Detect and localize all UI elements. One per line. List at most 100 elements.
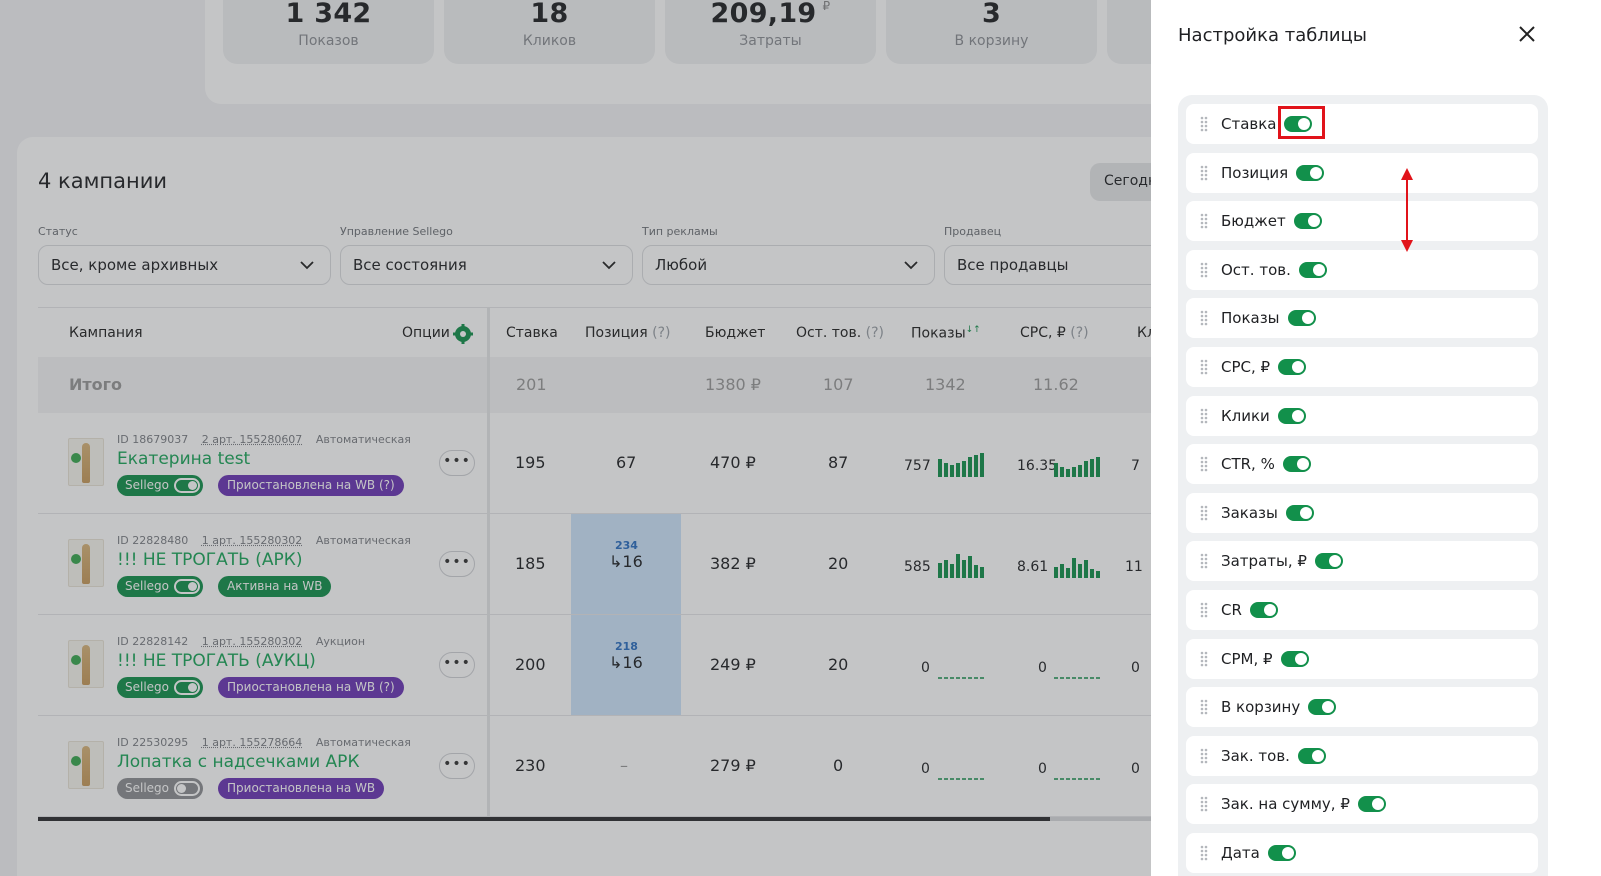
column-visibility-toggle[interactable] (1280, 650, 1309, 667)
table-row[interactable]: ID 22828142 1 арт. 155280302 Аукцион !!!… (38, 615, 1268, 716)
column-visibility-toggle[interactable] (1314, 553, 1343, 570)
drag-handle-icon[interactable] (1200, 116, 1208, 132)
table-row[interactable]: ID 18679037 2 арт. 155280607 Автоматичес… (38, 413, 1268, 514)
toggle-switch-icon (174, 478, 201, 493)
filter-status-select[interactable]: Все, кроме архивных (38, 245, 331, 285)
table-row[interactable]: ID 22828480 1 арт. 155280302 Автоматичес… (38, 514, 1268, 615)
bid-value[interactable]: 230 (515, 756, 546, 775)
drag-handle-icon[interactable] (1200, 748, 1208, 764)
campaign-name-link[interactable]: !!! НЕ ТРОГАТЬ (АРК) (117, 550, 303, 570)
drag-handle-icon[interactable] (1200, 699, 1208, 715)
more-options-button[interactable]: ••• (439, 551, 475, 577)
col-shows[interactable]: Показы↓↑ (911, 325, 981, 342)
column-visibility-toggle[interactable] (1278, 359, 1307, 375)
column-setting-item[interactable]: Заказы (1186, 492, 1538, 533)
column-visibility-toggle[interactable] (1285, 504, 1314, 521)
bid-value[interactable]: 195 (515, 453, 546, 472)
modal-overlay[interactable] (0, 0, 1151, 876)
more-options-button[interactable]: ••• (439, 652, 475, 678)
table-row[interactable]: ID 22530295 1 арт. 155278664 Автоматичес… (38, 716, 1268, 817)
column-setting-item[interactable]: Дата (1186, 833, 1538, 873)
campaign-name-link[interactable]: !!! НЕ ТРОГАТЬ (АУКЦ) (117, 651, 316, 671)
column-setting-item[interactable]: Ставка (1186, 104, 1538, 144)
column-visibility-toggle[interactable] (1277, 407, 1306, 424)
drag-handle-icon[interactable] (1200, 262, 1208, 278)
sellego-toggle[interactable]: Sellego (117, 576, 204, 597)
more-options-button[interactable]: ••• (439, 450, 475, 476)
column-setting-item[interactable]: Клики (1186, 395, 1538, 436)
column-visibility-toggle[interactable] (1267, 845, 1296, 861)
sellego-toggle[interactable]: Sellego (117, 778, 204, 799)
column-setting-item[interactable]: Показы (1186, 298, 1538, 339)
bid-value[interactable]: 185 (515, 554, 546, 573)
sparkline-bar (968, 556, 972, 578)
position-value: – (620, 756, 628, 775)
column-setting-item[interactable]: Позиция (1186, 152, 1538, 193)
drag-handle-icon[interactable] (1200, 165, 1208, 181)
column-setting-item[interactable]: CR (1186, 590, 1538, 630)
close-icon[interactable] (1515, 22, 1539, 46)
campaign-meta: ID 18679037 2 арт. 155280607 Автоматичес… (117, 433, 411, 446)
drag-handle-icon[interactable] (1200, 505, 1208, 521)
col-stock[interactable]: Ост. тов. (?) (796, 325, 885, 341)
drag-handle-icon[interactable] (1200, 310, 1208, 326)
gear-icon[interactable] (453, 324, 473, 344)
scrollbar-thumb[interactable] (38, 817, 1050, 821)
col-budget[interactable]: Бюджет (705, 325, 766, 341)
column-visibility-toggle[interactable] (1308, 699, 1337, 716)
column-setting-item[interactable]: Бюджет (1186, 201, 1538, 242)
column-visibility-toggle[interactable] (1287, 310, 1316, 327)
bid-value[interactable]: 200 (515, 655, 546, 674)
drag-handle-icon[interactable] (1200, 602, 1208, 618)
column-visibility-toggle[interactable] (1298, 261, 1327, 278)
sparkline-bar (1060, 467, 1064, 477)
drag-handle-icon[interactable] (1200, 408, 1208, 424)
column-setting-item[interactable]: В корзину (1186, 687, 1538, 728)
drag-handle-icon[interactable] (1200, 796, 1208, 812)
toggle-switch-icon (174, 680, 201, 695)
column-visibility-toggle[interactable] (1293, 213, 1322, 230)
filter-sellego-select[interactable]: Все состояния (340, 245, 633, 285)
horizontal-scrollbar[interactable] (38, 817, 1268, 821)
campaign-articles-link[interactable]: 2 арт. 155280607 (201, 433, 303, 446)
column-setting-label: Заказы (1221, 503, 1278, 522)
column-setting-item[interactable]: Затраты, ₽ (1186, 541, 1538, 582)
drag-handle-icon[interactable] (1200, 553, 1208, 569)
column-visibility-toggle[interactable] (1282, 456, 1311, 473)
campaign-id: ID 22828480 (117, 534, 189, 547)
sellego-toggle-label: Sellego (125, 478, 170, 492)
campaign-name-link[interactable]: Екатерина test (117, 449, 251, 469)
col-bid[interactable]: Ставка (506, 325, 558, 341)
sellego-toggle[interactable]: Sellego (117, 677, 204, 698)
campaign-name-link[interactable]: Лопатка с надсечками АРК (117, 752, 360, 772)
campaign-articles-link[interactable]: 1 арт. 155278664 (201, 736, 303, 749)
column-setting-item[interactable]: CTR, % (1186, 444, 1538, 485)
column-setting-label: Показы (1221, 309, 1280, 328)
column-setting-item[interactable]: Ост. тов. (1186, 249, 1538, 290)
column-setting-item[interactable]: Зак. тов. (1186, 735, 1538, 776)
column-setting-item[interactable]: CPC, ₽ (1186, 347, 1538, 387)
drag-handle-icon[interactable] (1200, 359, 1208, 375)
drag-handle-icon[interactable] (1200, 213, 1208, 229)
campaign-articles-link[interactable]: 1 арт. 155280302 (201, 635, 303, 648)
campaign-articles-link[interactable]: 1 арт. 155280302 (201, 534, 303, 547)
totals-cpc: 11.62 (1033, 375, 1079, 394)
column-visibility-toggle[interactable] (1296, 164, 1325, 181)
sparkline-bar (1078, 465, 1082, 477)
drag-handle-icon[interactable] (1200, 651, 1208, 667)
column-setting-label: Ставка (1221, 115, 1277, 133)
drag-handle-icon[interactable] (1200, 845, 1208, 861)
column-setting-item[interactable]: Зак. на сумму, ₽ (1186, 784, 1538, 825)
totals-label: Итого (69, 375, 123, 394)
col-cpc[interactable]: CPC, ₽ (?) (1020, 325, 1089, 341)
more-options-button[interactable]: ••• (439, 753, 475, 779)
column-visibility-toggle[interactable] (1357, 796, 1386, 813)
col-position[interactable]: Позиция (?) (585, 325, 671, 341)
filter-adtype-select[interactable]: Любой (642, 245, 935, 285)
drag-handle-icon[interactable] (1200, 456, 1208, 472)
column-visibility-toggle[interactable] (1249, 602, 1278, 618)
column-setting-item[interactable]: CPM, ₽ (1186, 638, 1538, 679)
sellego-toggle[interactable]: Sellego (117, 475, 204, 496)
column-visibility-toggle[interactable] (1297, 747, 1326, 764)
column-visibility-toggle[interactable] (1284, 116, 1313, 132)
